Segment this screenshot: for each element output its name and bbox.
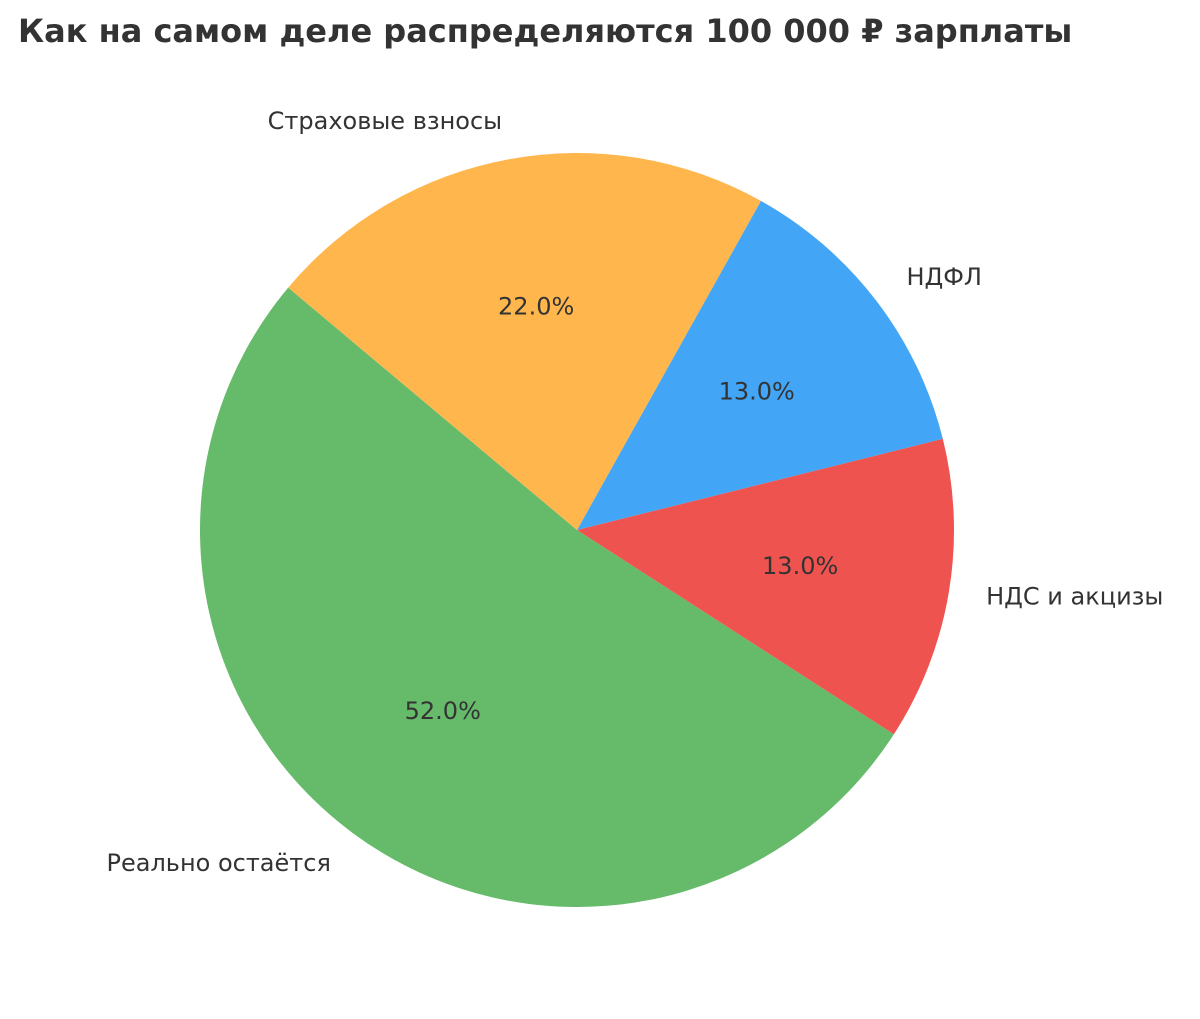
value-label: 22.0% xyxy=(498,293,574,321)
slice-label: Страховые взносы xyxy=(268,107,502,135)
slice-label: Реально остаётся xyxy=(107,849,331,877)
pie-slice xyxy=(288,152,761,530)
pie-slice xyxy=(577,438,954,735)
slice-label: НДС и акцизы xyxy=(986,583,1163,611)
chart-title: Как на самом деле распределяются 100 000… xyxy=(18,12,1072,50)
value-label: 13.0% xyxy=(719,378,795,406)
pie-slice xyxy=(577,200,943,530)
value-label: 52.0% xyxy=(405,697,481,725)
slice-label: НДФЛ xyxy=(906,263,982,291)
pie-slice xyxy=(200,287,894,907)
value-label: 13.0% xyxy=(762,552,838,580)
